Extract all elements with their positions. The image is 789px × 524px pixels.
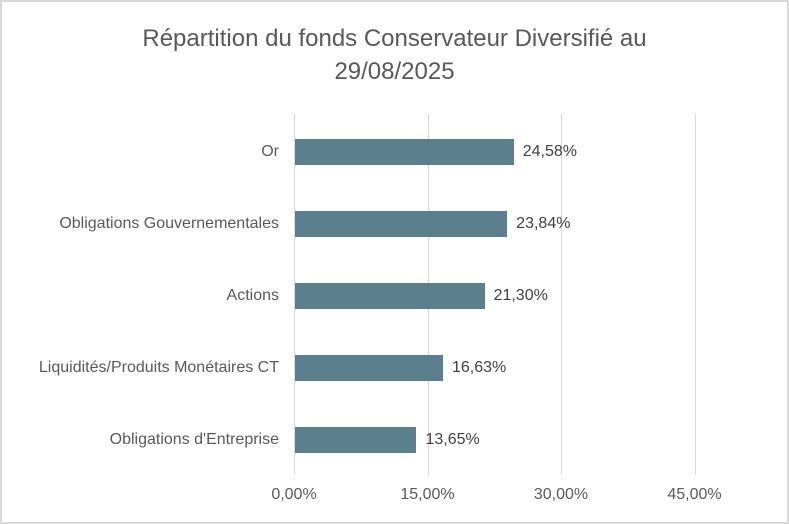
category-label: Liquidités/Produits Monétaires CT <box>38 359 279 376</box>
x-axis-tick-label: 30,00% <box>533 486 589 503</box>
category-label: Or <box>261 143 279 160</box>
chart-title: Répartition du fonds Conservateur Divers… <box>2 22 787 88</box>
x-gridline <box>694 114 696 475</box>
bar <box>295 355 443 381</box>
category-label: Obligations d'Entreprise <box>109 431 279 448</box>
value-label: 24,58% <box>522 143 578 160</box>
value-label: 16,63% <box>452 359 507 376</box>
chart-title-line2: 29/08/2025 <box>334 58 455 85</box>
x-gridline <box>561 114 562 475</box>
x-axis-tick-label: 15,00% <box>400 486 455 503</box>
bar <box>295 139 514 165</box>
bar <box>295 427 417 453</box>
y-axis-line <box>294 114 295 475</box>
x-axis-tick-label: 0,00% <box>271 486 317 503</box>
value-label: 13,65% <box>425 431 480 448</box>
bar <box>295 283 485 309</box>
bar <box>295 211 508 237</box>
value-label: 23,84% <box>516 215 571 232</box>
category-label: Obligations Gouvernementales <box>59 215 279 232</box>
value-label: 21,30% <box>493 287 548 304</box>
chart-title-line1: Répartition du fonds Conservateur Divers… <box>142 25 647 52</box>
x-axis-tick-label: 45,00% <box>667 486 722 503</box>
category-label: Actions <box>226 287 279 304</box>
